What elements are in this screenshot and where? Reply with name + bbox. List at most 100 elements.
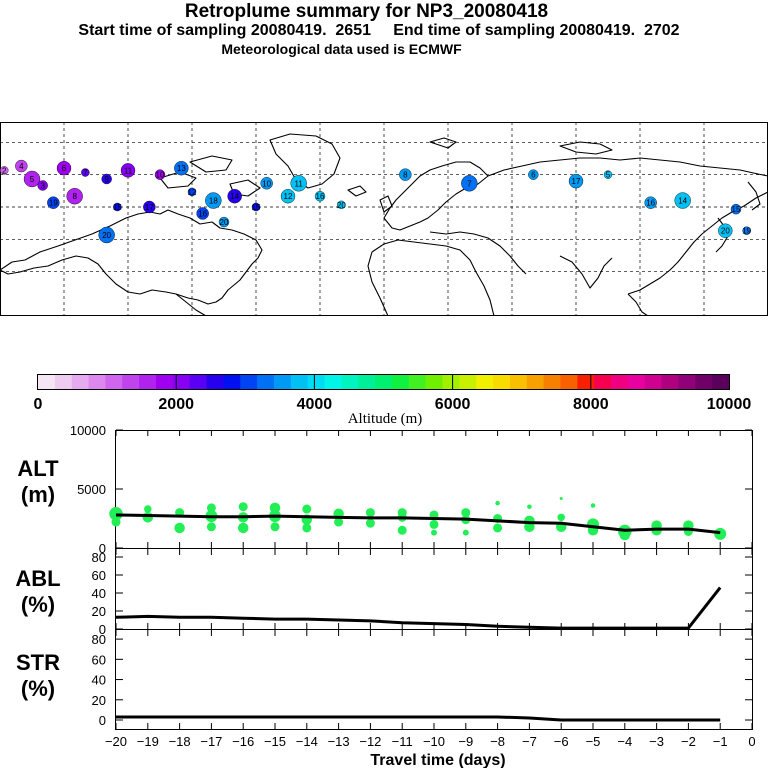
colorbar-cells — [38, 375, 730, 389]
plume-marker-label: 16 — [198, 209, 207, 218]
plume-marker-label: 10 — [156, 171, 165, 180]
plume-marker — [120, 163, 136, 178]
plume-marker — [187, 187, 197, 197]
xaxis-tick-label: −17 — [200, 734, 222, 749]
plume-marker-label: 6 — [62, 164, 67, 173]
altitude-point — [302, 523, 312, 533]
plume-marker-label: 8 — [403, 171, 408, 180]
altitude-point — [495, 500, 500, 506]
colorbar-swatch — [526, 375, 545, 389]
colorbar-swatch — [425, 375, 443, 389]
altitude-median-line — [115, 513, 721, 535]
colorbar-swatch — [509, 375, 528, 389]
xaxis-tick-label: −5 — [586, 734, 601, 749]
plume-marker — [227, 189, 242, 204]
plume-marker — [66, 188, 83, 205]
altitude-colorbar: 0 2000 4000 6000 8000 10000 Altitude (m) — [34, 374, 751, 427]
colorbar-swatch — [88, 375, 106, 389]
altitude-point — [269, 502, 281, 514]
colorbar-swatch — [257, 375, 275, 389]
colorbar-swatch — [577, 375, 595, 389]
plume-marker — [568, 173, 584, 189]
xaxis-tick-label: −14 — [296, 734, 318, 749]
plume-marker — [742, 226, 751, 235]
coastline — [747, 181, 761, 211]
plume-marker — [461, 175, 478, 192]
plume-marker-label: 12 — [284, 192, 293, 201]
colorbar-swatch — [324, 375, 342, 389]
plume-marker — [218, 216, 230, 228]
abl-tick-label: 60 — [92, 568, 106, 583]
plume-marker — [0, 166, 9, 175]
plume-marker-label: 15 — [113, 203, 122, 212]
altitude-point — [365, 518, 375, 528]
colorbar-swatch — [122, 375, 140, 389]
colorbar-swatch — [678, 375, 696, 389]
altitude-point — [619, 529, 631, 541]
xaxis-tick-label: −2 — [681, 734, 696, 749]
plume-marker — [56, 161, 72, 176]
met-data-note: Meteorological data used is ECMWF — [221, 41, 462, 57]
colorbar-frame — [37, 374, 730, 390]
abl-tick-label: 40 — [92, 586, 106, 601]
colorbar-swatch — [695, 375, 713, 389]
altitude-point — [557, 513, 565, 522]
coastline — [379, 195, 393, 213]
coastline — [347, 185, 367, 197]
abl-label: ABL — [15, 566, 60, 591]
coastline — [367, 251, 389, 316]
panels-frame — [115, 430, 753, 730]
colorbar-swatch — [661, 375, 679, 389]
plume-marker-label: 5 — [30, 175, 35, 184]
plume-marker — [23, 170, 41, 188]
plume-marker — [205, 192, 222, 209]
xaxis-tick-label: −8 — [490, 734, 505, 749]
plume-marker-label: 9 — [104, 175, 109, 184]
plume-marker-label: 16 — [316, 192, 325, 201]
altitude-point — [111, 517, 121, 527]
plume-marker — [143, 200, 156, 214]
altitude-point — [270, 522, 280, 532]
colorbar-swatch — [408, 375, 427, 389]
plume-marker — [337, 200, 346, 210]
colorbar-swatch — [172, 375, 191, 389]
colorbar-swatch — [493, 375, 511, 389]
xaxis-tick-label: −9 — [458, 734, 473, 749]
xaxis-tick-label: −18 — [169, 734, 191, 749]
plume-marker-label: 20 — [337, 201, 346, 210]
travel-time-panels: ALT (m) ABL (%) STR (%) 1000050000806040… — [15, 423, 755, 768]
alt-unit: (m) — [21, 482, 55, 507]
colorbar-swatch — [543, 375, 561, 389]
plume-marker-label: 20 — [721, 227, 730, 236]
plume-marker-label: 13 — [177, 164, 186, 173]
altitude-point — [431, 529, 437, 536]
coastline — [429, 231, 527, 275]
colorbar-swatch — [594, 375, 612, 389]
alt-label: ALT — [17, 456, 59, 481]
plume-marker — [730, 203, 742, 215]
str-line — [116, 715, 721, 722]
xaxis-tick-label: −13 — [328, 734, 350, 749]
colorbar-swatch — [375, 375, 393, 389]
colorbar-swatch — [627, 375, 646, 389]
abl-tick-label: 20 — [92, 604, 106, 619]
plume-marker-label: 11 — [124, 166, 133, 175]
xaxis-tick-label: −4 — [617, 734, 632, 749]
altitude-point — [461, 508, 471, 518]
str-unit: (%) — [21, 676, 55, 701]
altitude-point — [206, 522, 216, 532]
colorbar-swatch — [560, 375, 578, 389]
plume-marker-label: 5 — [606, 171, 611, 180]
str-tick-label: 0 — [99, 713, 106, 728]
xaxis-tick-label: −12 — [359, 734, 381, 749]
colorbar-swatch — [459, 375, 477, 389]
altitude-point — [302, 504, 312, 514]
colorbar-tick-label: 2000 — [158, 396, 194, 413]
xaxis-label: Travel time (days) — [370, 752, 505, 768]
colorbar-swatch — [223, 375, 241, 389]
coastline — [559, 255, 613, 289]
plume-marker-label: 20 — [102, 231, 111, 240]
altitude-point — [590, 503, 596, 508]
